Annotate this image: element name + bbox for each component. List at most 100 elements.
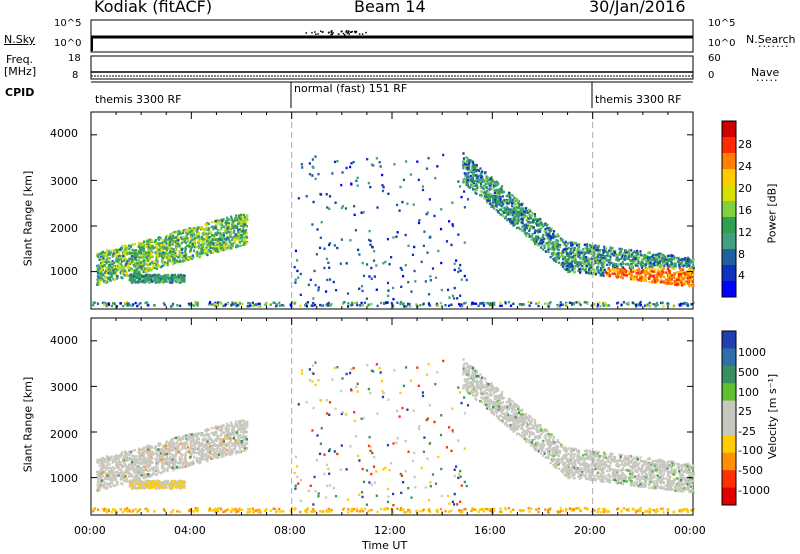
range-gate-point xyxy=(141,447,144,451)
range-gate-point xyxy=(357,248,360,252)
range-gate-point xyxy=(499,198,502,202)
range-gate-point xyxy=(212,228,215,231)
range-gate-point xyxy=(176,275,179,279)
range-gate-point xyxy=(402,275,405,278)
range-gate-point xyxy=(625,256,628,259)
range-gate-point xyxy=(365,297,369,300)
range-gate-point xyxy=(657,274,661,277)
range-gate-point xyxy=(273,301,276,305)
range-gate-point xyxy=(367,238,371,242)
range-gate-point xyxy=(567,262,570,266)
power-ytick-1000: 1000 xyxy=(50,265,78,278)
range-gate-point xyxy=(539,239,542,242)
range-gate-point xyxy=(190,227,193,230)
range-gate-point xyxy=(189,231,192,234)
range-gate-point xyxy=(667,269,671,272)
range-gate-point xyxy=(154,251,157,255)
range-gate-point xyxy=(422,244,425,248)
range-gate-point xyxy=(319,236,322,239)
range-gate-point xyxy=(226,216,229,220)
range-gate-point xyxy=(489,177,492,180)
range-gate-point xyxy=(559,252,562,255)
range-gate-point xyxy=(469,174,472,178)
range-gate-point xyxy=(648,267,652,271)
range-gate-point xyxy=(556,305,560,308)
range-gate-point xyxy=(556,239,560,243)
range-gate-point xyxy=(599,305,602,308)
range-gate-point xyxy=(497,191,500,194)
range-gate-point xyxy=(108,478,112,482)
range-gate-point xyxy=(576,261,579,264)
range-gate-point xyxy=(632,270,635,273)
range-gate-point xyxy=(676,260,679,263)
range-gate-point xyxy=(599,259,602,263)
range-gate-point xyxy=(462,159,465,163)
range-gate-point xyxy=(590,257,593,261)
range-gate-point xyxy=(120,246,123,250)
range-gate-point xyxy=(221,234,224,237)
range-gate-point xyxy=(192,238,195,241)
range-gate-point xyxy=(526,224,529,227)
range-gate-point xyxy=(178,442,181,446)
range-gate-point xyxy=(405,305,408,308)
range-gate-point xyxy=(598,248,602,252)
range-gate-point xyxy=(507,208,511,212)
range-gate-point xyxy=(117,268,120,271)
range-gate-point xyxy=(522,224,525,227)
range-gate-point xyxy=(678,267,682,270)
range-gate-point xyxy=(215,224,218,227)
range-gate-point xyxy=(660,263,663,266)
range-gate-point xyxy=(428,198,431,201)
range-gate-point xyxy=(110,273,113,277)
range-gate-point xyxy=(129,473,132,476)
range-gate-point xyxy=(239,213,243,217)
range-gate-point xyxy=(215,242,218,245)
range-gate-point xyxy=(199,434,203,437)
range-gate-point xyxy=(122,474,125,478)
range-gate-point xyxy=(97,273,100,276)
range-gate-point xyxy=(497,188,501,191)
radar-title: Kodiak (fitACF) xyxy=(94,0,213,16)
range-gate-point xyxy=(162,469,166,473)
range-gate-point xyxy=(636,269,639,272)
range-gate-point xyxy=(119,454,122,457)
range-gate-point xyxy=(131,303,135,306)
range-gate-point xyxy=(661,270,664,273)
range-gate-point xyxy=(133,252,136,255)
range-gate-point xyxy=(546,223,549,227)
range-gate-point xyxy=(510,202,514,205)
range-gate-point xyxy=(499,301,502,304)
range-gate-point xyxy=(328,242,332,245)
range-gate-point xyxy=(491,305,494,308)
range-gate-point xyxy=(534,222,538,225)
range-gate-point xyxy=(583,259,587,262)
range-gate-point xyxy=(643,258,646,261)
range-gate-point xyxy=(100,259,104,263)
range-gate-point xyxy=(228,446,231,449)
range-gate-point xyxy=(211,247,215,250)
range-gate-point xyxy=(216,243,219,247)
range-gate-point xyxy=(639,279,642,282)
range-gate-point xyxy=(327,301,330,305)
range-gate-point xyxy=(184,259,187,262)
range-gate-point xyxy=(463,172,466,175)
range-gate-point xyxy=(92,303,95,307)
range-gate-point xyxy=(235,304,238,308)
range-gate-point xyxy=(407,303,410,306)
range-gate-point xyxy=(187,231,190,235)
range-gate-point xyxy=(234,234,237,238)
range-gate-point xyxy=(619,262,622,265)
range-gate-point xyxy=(552,249,555,252)
range-gate-point xyxy=(479,193,482,197)
range-gate-point xyxy=(517,213,520,216)
range-gate-point xyxy=(305,302,308,306)
range-gate-point xyxy=(673,262,676,265)
range-gate-point xyxy=(163,243,167,246)
range-gate-point xyxy=(661,268,664,271)
range-gate-point xyxy=(127,266,130,269)
power-cbar-tick-12: 12 xyxy=(738,226,752,239)
range-gate-point xyxy=(399,185,402,189)
range-gate-point xyxy=(164,251,167,255)
range-gate-point xyxy=(194,303,197,306)
range-gate-point xyxy=(142,244,145,248)
